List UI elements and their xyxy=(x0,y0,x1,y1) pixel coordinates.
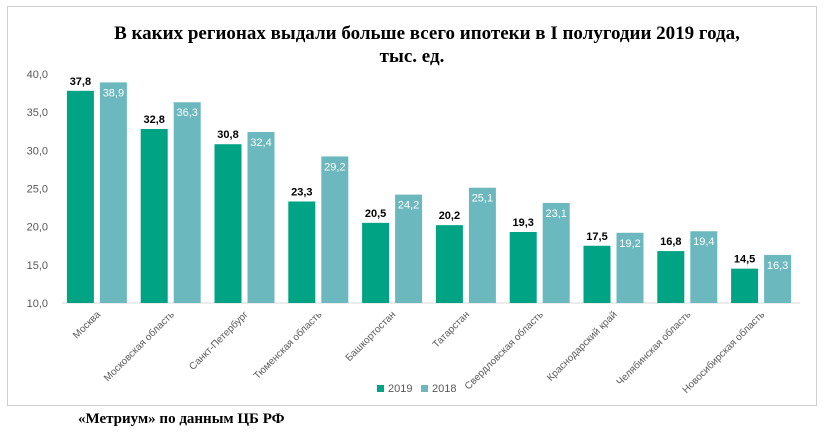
y-tick-label: 15,0 xyxy=(27,260,48,272)
bar-2019 xyxy=(288,201,316,303)
legend-swatch-2018 xyxy=(421,385,428,392)
value-label-2019: 30,8 xyxy=(217,129,238,141)
chart-title-line1: В каких регионах выдали больше всего ипо… xyxy=(114,23,740,44)
category-label: Новосибирская область xyxy=(680,309,767,396)
value-label-2018: 32,4 xyxy=(250,137,271,149)
y-tick-label: 25,0 xyxy=(27,184,48,196)
bar-2019 xyxy=(362,222,390,303)
legend-swatch-2019 xyxy=(377,385,384,392)
value-label-2019: 19,3 xyxy=(512,217,533,229)
bar-2018 xyxy=(764,254,792,303)
y-tick-label: 30,0 xyxy=(27,145,48,157)
bar-2018 xyxy=(395,194,423,303)
category-label: Татарстан xyxy=(431,309,472,350)
bar-2019 xyxy=(140,128,168,303)
source-note: «Метриум» по данным ЦБ РФ xyxy=(78,411,285,427)
value-label-2018: 23,1 xyxy=(545,208,566,220)
category-label: Московская область xyxy=(101,309,176,384)
bar-2018 xyxy=(468,187,496,303)
category-label: Санкт-Петербург xyxy=(187,308,251,372)
bar-2019 xyxy=(583,245,611,303)
value-label-2019: 17,5 xyxy=(586,231,607,243)
bar-2018 xyxy=(321,156,349,303)
category-label: Свердловская область xyxy=(462,309,546,393)
bar-2019 xyxy=(435,225,463,303)
value-label-2019: 16,8 xyxy=(660,236,681,248)
category-label: Краснодарский край xyxy=(545,309,619,383)
category-label: Башкортостан xyxy=(344,309,399,364)
bar-2018 xyxy=(542,203,570,303)
legend-label-2019: 2019 xyxy=(388,383,412,395)
value-label-2019: 32,8 xyxy=(143,114,164,126)
chart-title: В каких регионах выдали больше всего ипо… xyxy=(0,22,824,68)
y-tick-label: 35,0 xyxy=(27,107,48,119)
value-label-2018: 19,2 xyxy=(619,238,640,250)
value-label-2018: 19,4 xyxy=(693,236,714,248)
value-label-2018: 24,2 xyxy=(398,200,419,212)
value-label-2019: 14,5 xyxy=(734,254,755,266)
category-label: Тюменская область xyxy=(251,309,324,382)
bar-2018 xyxy=(690,231,718,303)
y-tick-label: 10,0 xyxy=(27,298,48,310)
y-tick-label: 40,0 xyxy=(27,69,48,81)
value-label-2019: 20,5 xyxy=(365,208,386,220)
bar-2018 xyxy=(616,232,644,303)
category-label: Челябинская область xyxy=(614,309,693,388)
value-label-2019: 20,2 xyxy=(439,210,460,222)
value-label-2018: 29,2 xyxy=(324,161,345,173)
bar-2018 xyxy=(247,132,275,303)
bar-2019 xyxy=(509,232,537,303)
value-label-2019: 23,3 xyxy=(291,186,312,198)
category-label: Москва xyxy=(71,309,103,341)
value-label-2018: 36,3 xyxy=(176,107,197,119)
bar-2018 xyxy=(99,82,127,303)
bar-2018 xyxy=(173,102,201,303)
value-label-2018: 25,1 xyxy=(472,193,493,205)
value-label-2019: 37,8 xyxy=(70,76,91,88)
bar-2019 xyxy=(731,268,759,303)
value-label-2018: 16,3 xyxy=(767,260,788,272)
bar-2019 xyxy=(214,144,242,303)
value-label-2018: 38,9 xyxy=(103,87,124,99)
bar-2019 xyxy=(657,251,685,303)
y-tick-label: 20,0 xyxy=(27,222,48,234)
legend-label-2018: 2018 xyxy=(432,383,456,395)
bar-2019 xyxy=(66,90,94,303)
chart-title-line2: тыс. ед. xyxy=(379,46,445,67)
